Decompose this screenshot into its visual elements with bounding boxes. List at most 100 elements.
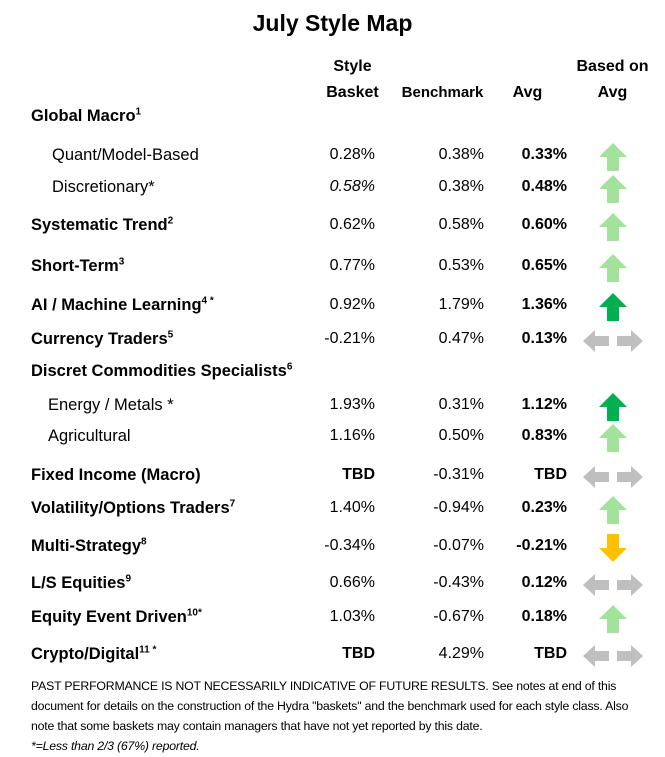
benchmark-value: 0.53% xyxy=(438,257,484,274)
row-label-text: Energy / Metals * xyxy=(48,396,174,414)
up-arrow-light-green-icon xyxy=(583,212,643,242)
benchmark-value: 0.31% xyxy=(438,396,484,413)
row-label: Currency Traders5 xyxy=(31,330,173,349)
row-label: Fixed Income (Macro) xyxy=(31,466,201,485)
row-label-text: Equity Event Driven xyxy=(31,608,187,626)
row-label: Systematic Trend2 xyxy=(31,216,173,235)
row-label-text: Global Macro xyxy=(31,107,136,125)
footnote-marker: 1 xyxy=(135,106,142,118)
down-arrow-yellow-icon xyxy=(583,533,643,563)
benchmark-value: 0.47% xyxy=(438,330,484,347)
row-label: Equity Event Driven10* xyxy=(31,608,202,627)
row-label-text: Short-Term xyxy=(31,257,119,275)
row-label: AI / Machine Learning4 * xyxy=(31,296,214,315)
benchmark-value: 1.79% xyxy=(438,296,484,313)
up-arrow-light-green-icon xyxy=(583,604,643,634)
style-basket-value: 0.77% xyxy=(329,257,375,274)
avg-value: 1.36% xyxy=(521,296,567,313)
footnote-marker: 8 xyxy=(141,536,147,548)
up-arrow-dark-green-icon xyxy=(583,392,643,422)
header-benchmark: Benchmark xyxy=(401,84,484,101)
avg-value: 0.13% xyxy=(521,330,567,347)
avg-value: 0.65% xyxy=(521,257,567,274)
style-basket-value: 1.03% xyxy=(329,608,375,625)
benchmark-value: 4.29% xyxy=(438,645,484,662)
avg-value: 1.12% xyxy=(521,396,567,413)
benchmark-value: 0.58% xyxy=(438,216,484,233)
row-label: L/S Equities9 xyxy=(31,574,131,593)
row-label: Energy / Metals * xyxy=(48,396,174,415)
row-label: Quant/Model-Based xyxy=(52,146,199,165)
row-label-text: Discret Commodities Specialists xyxy=(31,362,287,380)
sideways-arrows-icon xyxy=(583,326,643,356)
row-label: Agricultural xyxy=(48,427,131,446)
row-label: Global Macro1 xyxy=(31,107,141,126)
page-title: July Style Map xyxy=(252,10,413,36)
benchmark-value: -0.94% xyxy=(433,499,484,516)
row-label-text: Systematic Trend xyxy=(31,216,168,234)
row-label: Short-Term3 xyxy=(31,257,124,276)
avg-value: TBD xyxy=(534,466,567,483)
benchmark-value: -0.67% xyxy=(433,608,484,625)
row-label-text: Currency Traders xyxy=(31,330,168,348)
style-basket-value: 0.66% xyxy=(329,574,375,591)
row-label-text: Agricultural xyxy=(48,427,131,445)
avg-value: 0.33% xyxy=(521,146,567,163)
row-label: Crypto/Digital11 * xyxy=(31,645,156,664)
benchmark-value: -0.07% xyxy=(433,537,484,554)
benchmark-value: -0.31% xyxy=(433,466,484,483)
benchmark-value: 0.38% xyxy=(438,178,484,195)
avg-value: 0.18% xyxy=(521,608,567,625)
footnote-marker: 9 xyxy=(125,573,131,585)
avg-value: -0.21% xyxy=(516,537,567,554)
style-basket-value: -0.21% xyxy=(324,330,375,347)
row-label-text: Quant/Model-Based xyxy=(52,146,199,164)
benchmark-value: 0.50% xyxy=(438,427,484,444)
row-label: Volatility/Options Traders7 xyxy=(31,499,235,518)
footnote-marker: 6 xyxy=(286,361,293,373)
avg-value: 0.60% xyxy=(521,216,567,233)
style-basket-value: 1.16% xyxy=(329,427,375,444)
footnote-marker: 3 xyxy=(118,256,125,268)
benchmark-value: -0.43% xyxy=(433,574,484,591)
style-basket-value: 0.62% xyxy=(329,216,375,233)
footnote-marker: 7 xyxy=(229,498,236,510)
sideways-arrows-icon xyxy=(583,570,643,600)
footnote-text: *=Less than 2/3 (67%) reported. xyxy=(31,739,200,753)
style-basket-value: 0.58% xyxy=(329,178,375,195)
header-based-on-avg: Based on Avg xyxy=(576,58,649,101)
sideways-arrows-icon xyxy=(583,641,643,671)
row-label-text: Multi-Strategy xyxy=(31,537,142,555)
up-arrow-dark-green-icon xyxy=(583,292,643,322)
up-arrow-light-green-icon xyxy=(583,253,643,283)
footnote-marker: 2 xyxy=(167,215,174,227)
avg-value: 0.83% xyxy=(521,427,567,444)
row-label: Discret Commodities Specialists6 xyxy=(31,362,292,381)
style-basket-value: 0.28% xyxy=(329,146,375,163)
row-label-text: Crypto/Digital xyxy=(31,645,140,663)
footnote-marker: 5 xyxy=(167,329,174,341)
avg-value: 0.23% xyxy=(521,499,567,516)
benchmark-value: 0.38% xyxy=(438,146,484,163)
up-arrow-light-green-icon xyxy=(583,495,643,525)
header-style-basket: Style Basket xyxy=(326,58,379,101)
row-label-text: Volatility/Options Traders xyxy=(31,499,230,517)
avg-value: TBD xyxy=(534,645,567,662)
row-label: Multi-Strategy8 xyxy=(31,537,147,556)
style-basket-value: TBD xyxy=(342,645,375,662)
style-basket-value: 0.92% xyxy=(329,296,375,313)
up-arrow-light-green-icon xyxy=(583,142,643,172)
sideways-arrows-icon xyxy=(583,462,643,492)
footnote-marker: 10* xyxy=(186,607,202,619)
disclaimer-text: PAST PERFORMANCE IS NOT NECESSARILY INDI… xyxy=(31,679,629,733)
row-label: Discretionary* xyxy=(52,178,155,197)
style-basket-value: 1.93% xyxy=(329,396,375,413)
row-label-text: Fixed Income (Macro) xyxy=(31,466,201,484)
style-basket-value: TBD xyxy=(342,466,375,483)
header-avg: Avg xyxy=(512,84,543,101)
up-arrow-light-green-icon xyxy=(583,174,643,204)
up-arrow-light-green-icon xyxy=(583,423,643,453)
footer: PAST PERFORMANCE IS NOT NECESSARILY INDI… xyxy=(31,676,651,756)
row-label-text: L/S Equities xyxy=(31,574,126,592)
